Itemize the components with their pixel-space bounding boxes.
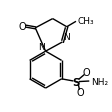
Text: N: N (38, 42, 45, 51)
Text: O: O (83, 68, 90, 78)
Text: CH₃: CH₃ (78, 17, 94, 26)
Text: NH₂: NH₂ (91, 77, 109, 86)
Text: N: N (63, 33, 70, 42)
Text: O: O (18, 22, 26, 31)
Text: S: S (72, 77, 80, 87)
Text: O: O (76, 87, 84, 97)
